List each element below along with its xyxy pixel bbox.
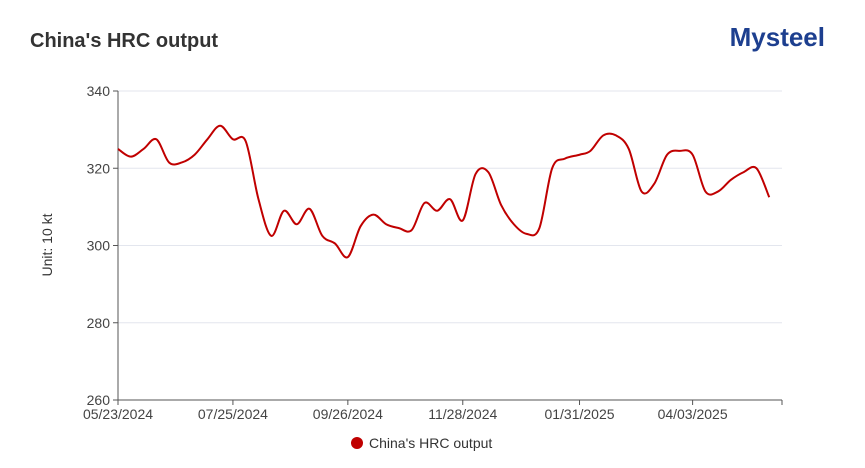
x-tick-label: 04/03/2025 [658, 406, 728, 422]
legend-marker [351, 437, 363, 449]
x-tick-label: 11/28/2024 [428, 406, 497, 422]
x-tick-label: 05/23/2024 [83, 406, 153, 422]
line-series [117, 124, 771, 259]
legend-label: China's HRC output [369, 435, 492, 451]
x-tick-label: 09/26/2024 [313, 406, 383, 422]
y-tick-label: 340 [87, 83, 111, 99]
y-tick-label: 260 [87, 392, 111, 408]
x-tick-label: 01/31/2025 [544, 406, 614, 422]
y-tick-label: 320 [87, 160, 111, 176]
y-tick-label: 280 [87, 315, 111, 331]
y-axis-label: Unit: 10 kt [39, 213, 55, 276]
chart-title: China's HRC output [30, 30, 218, 52]
y-tick-label: 300 [87, 238, 111, 254]
x-tick-label: 07/25/2024 [198, 406, 268, 422]
brand-logo: Mysteel [730, 22, 825, 52]
